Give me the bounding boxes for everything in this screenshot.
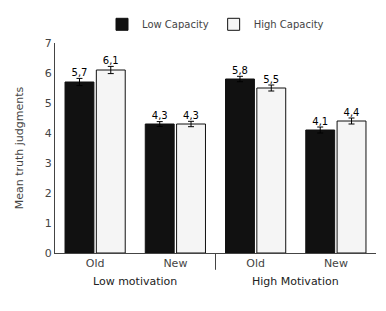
svg-text:Old: Old bbox=[246, 257, 265, 270]
svg-text:4,4: 4,4 bbox=[344, 107, 360, 118]
svg-text:6: 6 bbox=[45, 67, 52, 80]
svg-text:5,8: 5,8 bbox=[232, 65, 248, 76]
svg-text:2: 2 bbox=[45, 187, 52, 200]
svg-text:New: New bbox=[324, 257, 348, 270]
svg-text:5: 5 bbox=[45, 97, 52, 110]
svg-text:4,3: 4,3 bbox=[183, 110, 199, 121]
svg-text:4: 4 bbox=[45, 127, 52, 140]
svg-text:Mean truth judgments: Mean truth judgments bbox=[13, 86, 26, 209]
svg-text:4,3: 4,3 bbox=[152, 110, 168, 121]
svg-text:Old: Old bbox=[86, 257, 105, 270]
svg-text:High Capacity: High Capacity bbox=[254, 19, 324, 30]
svg-text:5,7: 5,7 bbox=[72, 67, 88, 78]
svg-text:New: New bbox=[163, 257, 187, 270]
svg-text:7: 7 bbox=[45, 37, 52, 50]
svg-text:Low motivation: Low motivation bbox=[93, 275, 177, 288]
svg-text:5,5: 5,5 bbox=[263, 74, 279, 85]
svg-text:6,1: 6,1 bbox=[103, 55, 119, 66]
svg-text:High Motivation: High Motivation bbox=[252, 275, 339, 288]
svg-text:0: 0 bbox=[45, 247, 52, 260]
svg-text:4,1: 4,1 bbox=[312, 116, 328, 127]
svg-text:1: 1 bbox=[45, 217, 52, 230]
svg-text:Low Capacity: Low Capacity bbox=[142, 19, 209, 30]
svg-text:3: 3 bbox=[45, 157, 52, 170]
